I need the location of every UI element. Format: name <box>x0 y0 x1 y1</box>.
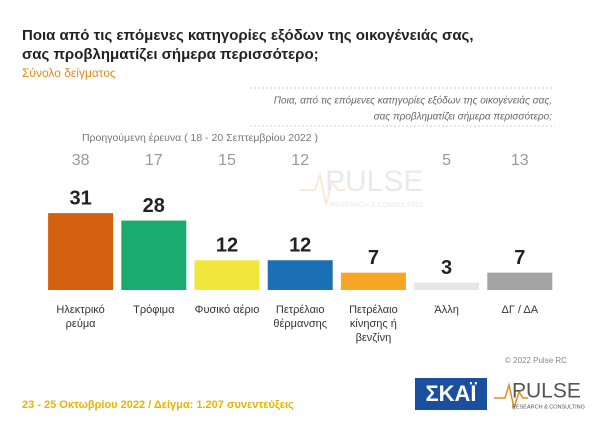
pulse-tagline: RESEARCH & CONSULTING <box>512 404 585 410</box>
subtitle: Σύνολο δείγματος <box>22 66 116 80</box>
pulse-icon <box>494 382 528 411</box>
value-label: 12 <box>289 235 311 257</box>
category-label: Άλλη <box>434 304 459 316</box>
value-label: 12 <box>216 235 238 257</box>
bar <box>340 272 406 290</box>
value-label: 7 <box>368 247 379 269</box>
category-label: Τρόφιμα <box>133 304 175 316</box>
question-line: Ποια, από τις επόμενες κατηγορίες εξόδων… <box>274 95 552 107</box>
category-label: Πετρέλαιο κίνησης ή βενζίνη <box>349 304 398 344</box>
watermark-text: PULSE <box>325 165 423 198</box>
value-label: 28 <box>143 195 165 217</box>
bar <box>48 213 114 290</box>
title-line: Ποια από τις επόμενες κατηγορίες εξόδων … <box>22 27 474 44</box>
bar <box>121 220 187 290</box>
question-line: σας προβληματίζει σήμερα περισσότερο; <box>374 111 553 123</box>
previous-value: 17 <box>145 152 163 169</box>
category-label: Πετρέλαιο θέρμανσης <box>273 304 328 330</box>
watermark-text: RESEARCH & CONSULTING <box>330 202 423 209</box>
watermark: PULSE RESEARCH & CONSULTING <box>300 165 423 209</box>
bar <box>194 260 260 290</box>
previous-value: 38 <box>72 152 90 169</box>
title-line: σας προβληματίζει σήμερα περισσότερο; <box>22 46 319 63</box>
bar <box>487 272 553 290</box>
copyright: © 2022 Pulse RC <box>505 356 567 365</box>
footer: 23 - 25 Οκτωβρίου 2022 / Δείγμα: 1.207 σ… <box>22 399 294 411</box>
value-label: 31 <box>69 187 91 209</box>
previous-value: 12 <box>291 152 309 169</box>
bar <box>414 282 480 290</box>
previous-value: 13 <box>511 152 529 169</box>
previous-value: 5 <box>442 152 451 169</box>
value-label: 7 <box>514 247 525 269</box>
previous-label: Προηγούμενη έρευνα ( 18 - 20 Σεπτεμβρίου… <box>82 132 318 144</box>
previous-value: 15 <box>218 152 236 169</box>
pulse-logo-text: PULSE <box>512 380 581 403</box>
category-label: Ηλεκτρικό ρεύμα <box>56 304 105 330</box>
skai-logo <box>415 378 487 410</box>
skai-logo-text: ΣΚΑΪ <box>425 381 477 406</box>
category-label: Φυσικό αέριο <box>194 304 260 316</box>
category-label: ΔΓ / ΔΑ <box>501 304 539 316</box>
bar <box>267 260 333 290</box>
value-label: 3 <box>441 257 452 279</box>
